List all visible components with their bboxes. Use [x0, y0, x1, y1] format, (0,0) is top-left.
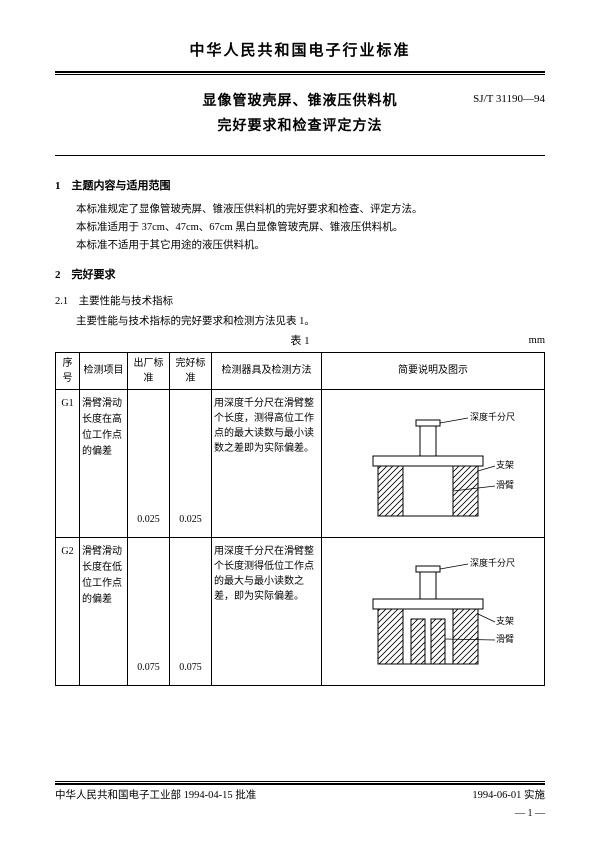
table-1: 序号 检测项目 出厂标准 完好标准 检测器具及检测方法 简要说明及图示 G1 滑…: [55, 352, 545, 686]
table-row: G1 滑臂滑动长度在高位工作点的偏差 0.025 0.025 用深度千分尺在滑臂…: [56, 389, 545, 537]
rule-title-bottom: [55, 155, 545, 156]
th-diagram: 简要说明及图示: [322, 352, 545, 389]
org-title: 中华人民共和国电子行业标准: [55, 40, 545, 63]
doc-title-line1: 显像管玻壳屏、锥液压供料机: [55, 91, 545, 112]
section-1-p3: 本标准不适用于其它用途的液压供料机。: [55, 238, 545, 254]
page-footer: 中华人民共和国电子工业部 1994-04-15 批准 1994-06-01 实施…: [55, 781, 545, 821]
standard-code: SJ/T 31190—94: [473, 91, 545, 108]
th-method: 检测器具及检测方法: [212, 352, 322, 389]
section-1: 1 主题内容与适用范围 本标准规定了显像管玻壳屏、锥液压供料机的完好要求和检查、…: [55, 178, 545, 254]
table-1-caption: 表 1 mm: [55, 333, 545, 350]
cell-item: 滑臂滑动长度在低位工作点的偏差: [80, 537, 128, 685]
diagram-g2: 深度千分尺 支架 滑臂: [326, 544, 540, 674]
cell-id: G2: [56, 537, 80, 685]
doc-title-line2: 完好要求和检查评定方法: [55, 116, 545, 137]
cell-diagram: 深度千分尺 支架 滑臂: [322, 389, 545, 537]
cell-method: 用深度千分尺在滑臂整个长度测得低位工作点的最大与最小读数之差，即为实际偏差。: [212, 537, 322, 685]
th-id: 序号: [56, 352, 80, 389]
section-1-p1: 本标准规定了显像管玻壳屏、锥液压供料机的完好要求和检查、评定方法。: [55, 202, 545, 218]
label-depth-gauge: 深度千分尺: [470, 411, 515, 422]
table-header-row: 序号 检测项目 出厂标准 完好标准 检测器具及检测方法 简要说明及图示: [56, 352, 545, 389]
cell-method: 用深度千分尺在滑臂整个长度，测得高位工作点的最大读数与最小读数之差即为实际偏差。: [212, 389, 322, 537]
rule-footer-thick: [55, 783, 545, 785]
cell-id: G1: [56, 389, 80, 537]
label-bracket: 支架: [496, 459, 514, 470]
label-arm: 滑臂: [496, 479, 514, 490]
label-bracket: 支架: [496, 615, 514, 626]
table-row: G2 滑臂滑动长度在低位工作点的偏差 0.075 0.075 用深度千分尺在滑臂…: [56, 537, 545, 685]
th-factory: 出厂标准: [128, 352, 170, 389]
label-arm: 滑臂: [496, 633, 514, 644]
cell-factory: 0.025: [128, 389, 170, 537]
cell-factory: 0.075: [128, 537, 170, 685]
cell-diagram: 深度千分尺 支架 滑臂: [322, 537, 545, 685]
rule-footer-thin: [55, 781, 545, 782]
cell-good: 0.025: [170, 389, 212, 537]
section-2-1-heading: 2.1 主要性能与技术指标: [55, 294, 545, 310]
cell-item: 滑臂滑动长度在高位工作点的偏差: [80, 389, 128, 537]
footer-approval: 中华人民共和国电子工业部 1994-04-15 批准: [55, 788, 256, 804]
diagram-g1: 深度千分尺 支架 滑臂: [326, 396, 540, 526]
th-good: 完好标准: [170, 352, 212, 389]
section-1-p2: 本标准适用于 37cm、47cm、67cm 黑白显像管玻壳屏、锥液压供料机。: [55, 220, 545, 236]
label-depth-gauge: 深度千分尺: [470, 557, 515, 568]
table-1-caption-text: 表 1: [290, 335, 309, 347]
footer-effective: 1994-06-01 实施: [472, 788, 545, 804]
cell-good: 0.075: [170, 537, 212, 685]
th-item: 检测项目: [80, 352, 128, 389]
rule-top-thick: [55, 71, 545, 73]
document-title-block: SJ/T 31190—94 显像管玻壳屏、锥液压供料机 完好要求和检查评定方法: [55, 91, 545, 137]
rule-top-thin: [55, 74, 545, 75]
section-1-heading: 1 主题内容与适用范围: [55, 178, 545, 195]
section-2-heading: 2 完好要求: [55, 267, 545, 284]
section-2-1-intro: 主要性能与技术指标的完好要求和检测方法见表 1。: [55, 314, 545, 330]
table-1-unit: mm: [529, 333, 545, 349]
section-2: 2 完好要求 2.1 主要性能与技术指标 主要性能与技术指标的完好要求和检测方法…: [55, 267, 545, 686]
page-number: — 1 —: [55, 806, 545, 821]
